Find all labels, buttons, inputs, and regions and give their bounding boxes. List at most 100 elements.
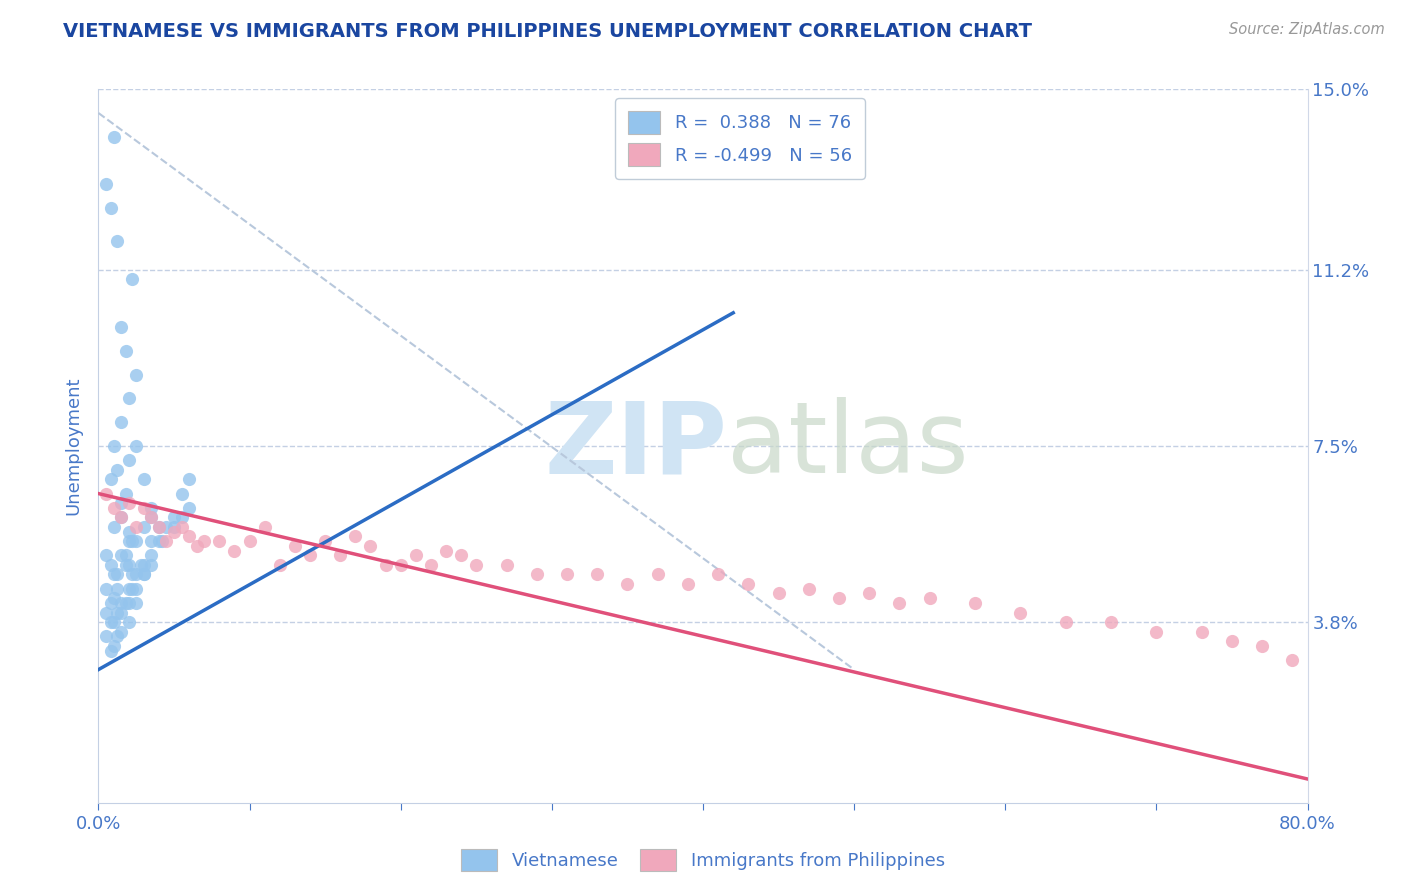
Point [105,235,128,249]
Point [1191,624,1213,639]
Point [1144,624,1167,639]
Point [105,606,128,620]
Point [103,129,125,144]
Point [132,558,155,572]
Point [150,534,173,549]
Point [163,524,186,539]
Text: VIETNAMESE VS IMMIGRANTS FROM PHILIPPINES UNEMPLOYMENT CORRELATION CHART: VIETNAMESE VS IMMIGRANTS FROM PHILIPPINE… [63,22,1032,41]
Point [94,582,117,596]
Point [105,463,128,477]
Point [94,178,117,192]
Point [100,643,122,657]
Point [329,549,352,563]
Point [737,577,759,591]
Point [179,529,201,543]
Point [284,539,307,553]
Point [163,520,186,534]
Point [1010,606,1032,620]
Point [465,558,488,572]
Point [110,596,132,610]
Point [118,524,141,539]
Point [148,534,170,549]
Point [105,567,128,582]
Point [132,500,155,515]
Point [797,582,820,596]
Point [389,558,412,572]
Point [360,539,382,553]
Point [186,539,208,553]
Y-axis label: Unemployment: Unemployment [65,376,83,516]
Point [114,558,136,572]
Point [208,534,231,549]
Text: ZIP: ZIP [544,398,727,494]
Point [103,639,125,653]
Point [121,582,143,596]
Point [114,596,136,610]
Point [110,510,132,524]
Point [94,606,117,620]
Point [100,615,122,629]
Point [858,586,880,600]
Point [132,567,155,582]
Point [125,534,148,549]
Point [114,549,136,563]
Point [125,520,148,534]
Point [105,582,128,596]
Point [103,439,125,453]
Point [170,510,193,524]
Point [526,567,548,582]
Point [1054,615,1077,629]
Point [118,582,141,596]
Point [121,567,143,582]
Point [118,496,141,510]
Text: Source: ZipAtlas.com: Source: ZipAtlas.com [1229,22,1385,37]
Point [118,392,141,406]
Point [100,201,122,215]
Point [94,486,117,500]
Point [179,500,201,515]
Point [118,534,141,549]
Point [239,534,262,549]
Point [118,558,141,572]
Point [129,558,152,572]
Point [495,558,517,572]
Point [224,543,246,558]
Point [405,549,427,563]
Point [100,558,122,572]
Point [103,500,125,515]
Point [965,596,987,610]
Point [103,520,125,534]
Point [163,510,186,524]
Point [889,596,911,610]
Point [103,567,125,582]
Legend: R =  0.388   N = 76, R = -0.499   N = 56: R = 0.388 N = 76, R = -0.499 N = 56 [616,98,865,179]
Point [314,534,336,549]
Point [374,558,396,572]
Point [132,472,155,486]
Point [114,343,136,358]
Point [132,520,155,534]
Point [676,577,699,591]
Point [118,596,141,610]
Point [141,549,163,563]
Point [299,549,322,563]
Point [125,368,148,382]
Point [94,629,117,643]
Point [121,272,143,286]
Point [141,510,163,524]
Point [125,596,148,610]
Point [420,558,443,572]
Point [110,320,132,334]
Point [450,549,472,563]
Point [110,415,132,429]
Point [148,520,170,534]
Point [1099,615,1122,629]
Point [155,520,177,534]
Point [103,615,125,629]
Point [1281,653,1303,667]
Point [616,577,638,591]
Point [141,510,163,524]
Point [125,439,148,453]
Text: atlas: atlas [727,398,969,494]
Point [155,534,177,549]
